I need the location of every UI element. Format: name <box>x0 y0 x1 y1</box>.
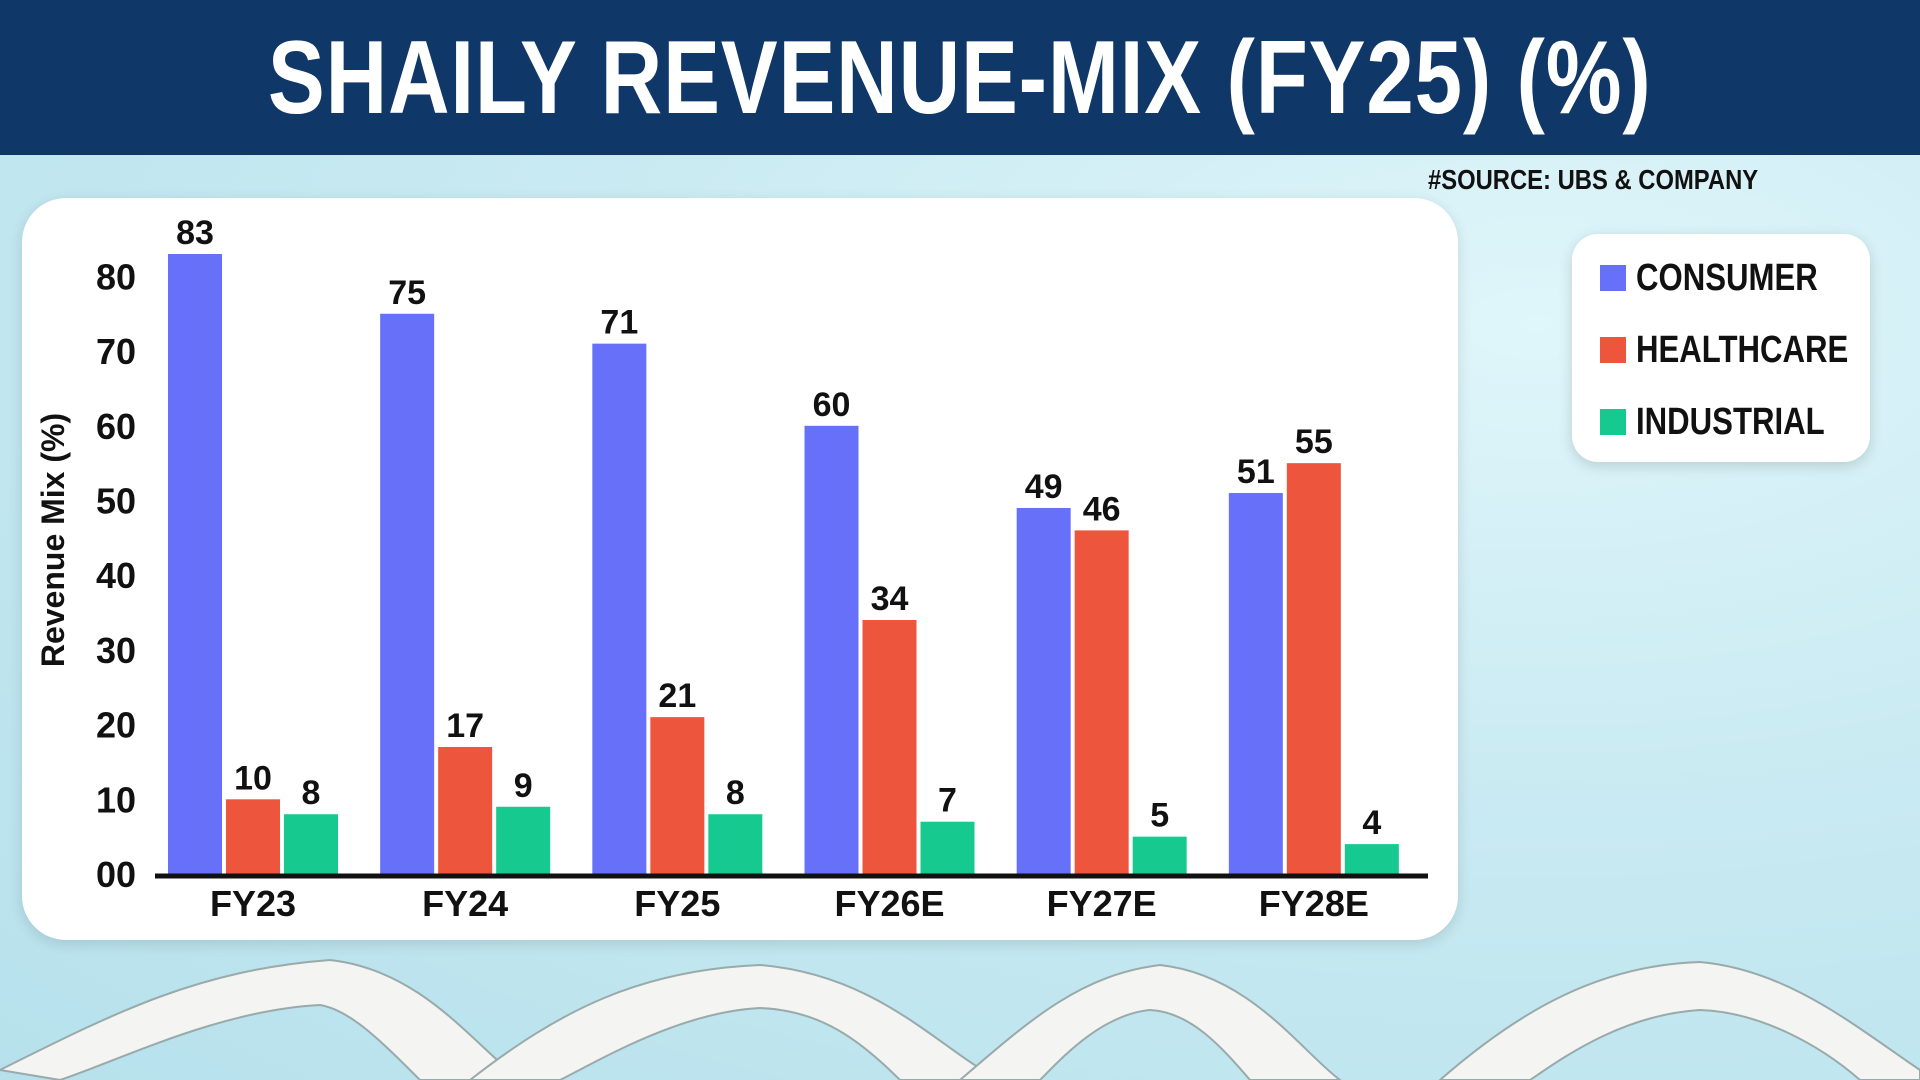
y-tick-label: 10 <box>96 779 136 820</box>
source-note: #SOURCE: UBS & COMPANY <box>1428 164 1759 195</box>
data-label: 9 <box>514 767 533 805</box>
x-tick-label: FY25 <box>634 883 720 924</box>
bar-industrial-fy25 <box>708 814 763 874</box>
data-label: 75 <box>388 274 426 312</box>
bar-healthcare-fy23 <box>226 799 280 874</box>
y-tick-label: 50 <box>96 481 136 522</box>
x-tick-label: FY24 <box>422 883 508 924</box>
legend-item-consumer: CONSUMER <box>1600 256 1858 300</box>
bar-consumer-fy28e <box>1228 493 1283 874</box>
tape-ribbon-2 <box>468 963 1001 1080</box>
data-label: 51 <box>1237 453 1275 491</box>
bar-industrial-fy23 <box>284 814 338 874</box>
bar-healthcare-fy24 <box>438 747 493 874</box>
data-label: 34 <box>871 580 909 618</box>
data-label: 17 <box>446 707 484 745</box>
legend-label-healthcare: HEALTHCARE <box>1636 328 1849 371</box>
y-tick-label: 30 <box>96 630 136 671</box>
legend-item-industrial: INDUSTRIAL <box>1600 400 1866 444</box>
legend-swatch-healthcare <box>1600 337 1626 363</box>
legend: CONSUMER HEALTHCARE INDUSTRIAL <box>1572 234 1870 462</box>
y-axis-label: Revenue Mix (%) <box>35 413 71 667</box>
y-tick-label: 40 <box>96 555 136 596</box>
x-tick-label: FY26E <box>834 883 944 924</box>
legend-item-healthcare: HEALTHCARE <box>1600 328 1895 372</box>
data-label: 83 <box>176 214 214 252</box>
measuring-tape-decoration <box>0 958 1920 1080</box>
bar-industrial-fy24 <box>496 806 551 874</box>
y-tick-label: 00 <box>96 854 136 895</box>
bar-industrial-fy28e <box>1344 844 1399 874</box>
y-tick-label: 20 <box>96 705 136 746</box>
bar-healthcare-fy27e <box>1074 530 1129 874</box>
legend-label-consumer: CONSUMER <box>1636 256 1818 299</box>
bar-chart: 00 10 20 30 40 50 60 70 80 Revenue Mix (%) 83 10 8 FY… <box>35 214 1428 924</box>
bar-consumer-fy24 <box>380 313 435 874</box>
data-label: 4 <box>1362 804 1381 842</box>
bar-consumer-fy25 <box>592 343 647 874</box>
legend-swatch-consumer <box>1600 265 1626 291</box>
title-banner: SHAILY REVENUE-MIX (FY25) (%) <box>0 0 1920 155</box>
y-tick-label: 80 <box>96 256 136 297</box>
y-tick-label: 70 <box>96 331 136 372</box>
page-title: SHAILY REVENUE-MIX (FY25) (%) <box>268 19 1652 136</box>
bar-consumer-fy27e <box>1016 507 1071 874</box>
data-label: 8 <box>726 774 745 812</box>
legend-swatch-industrial <box>1600 409 1626 435</box>
data-label: 21 <box>658 677 696 715</box>
y-tick-label: 60 <box>96 406 136 447</box>
tape-ribbon-4 <box>1438 960 1920 1080</box>
data-label: 60 <box>813 386 851 424</box>
bar-industrial-fy26e <box>920 821 975 874</box>
tape-ribbon-3 <box>958 963 1342 1080</box>
data-label: 71 <box>600 304 638 342</box>
x-tick-label: FY28E <box>1259 883 1369 924</box>
data-label: 10 <box>234 759 272 797</box>
bar-healthcare-fy25 <box>650 717 705 874</box>
data-label: 8 <box>302 774 321 812</box>
data-label: 49 <box>1025 468 1063 506</box>
bar-consumer-fy23 <box>168 254 222 874</box>
bar-consumer-fy26e <box>804 425 859 874</box>
data-label: 46 <box>1083 490 1121 528</box>
bar-industrial-fy27e <box>1132 836 1187 874</box>
x-tick-label: FY23 <box>210 883 296 924</box>
data-label: 55 <box>1295 423 1333 461</box>
x-tick-label: FY27E <box>1047 883 1157 924</box>
data-label: 7 <box>938 782 957 820</box>
tape-ribbon-1 <box>0 958 522 1080</box>
bar-healthcare-fy28e <box>1286 463 1341 874</box>
data-label: 5 <box>1150 797 1169 835</box>
bar-healthcare-fy26e <box>862 620 917 874</box>
legend-label-industrial: INDUSTRIAL <box>1636 400 1825 443</box>
